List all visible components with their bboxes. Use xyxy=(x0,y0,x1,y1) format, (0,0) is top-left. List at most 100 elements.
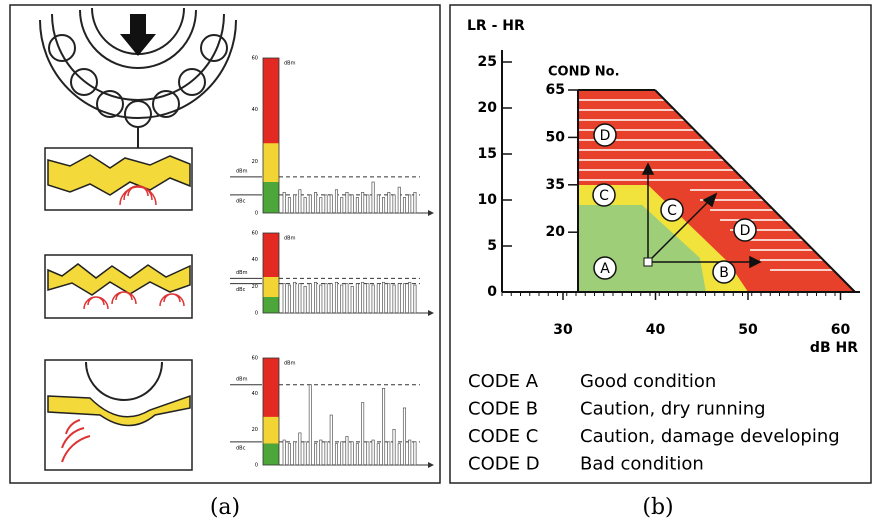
level-bar xyxy=(377,195,379,213)
level-bar xyxy=(414,285,416,313)
level-bar xyxy=(325,284,327,313)
code-meaning: Bad condition xyxy=(580,454,704,475)
level-bar xyxy=(309,385,311,465)
level-bar xyxy=(320,440,322,465)
level-bar xyxy=(393,195,395,213)
region-label: D xyxy=(740,223,751,239)
x-tick-label: 50 xyxy=(738,322,758,338)
cond-tick-label: 65 xyxy=(546,82,565,98)
level-bar xyxy=(335,190,337,213)
scale-green xyxy=(263,297,279,313)
level-bar xyxy=(299,433,301,465)
level-bar xyxy=(304,198,306,214)
level-bar xyxy=(330,284,332,313)
level-bar xyxy=(403,284,405,313)
level-bar xyxy=(367,442,369,465)
region-label: C xyxy=(667,203,677,219)
x-tick-label: 40 xyxy=(646,322,666,338)
level-bar xyxy=(356,284,358,313)
level-bar xyxy=(320,285,322,313)
y-tick-label: 5 xyxy=(487,238,497,254)
scale-tick-label: 20 xyxy=(252,159,258,165)
code-name: CODE C xyxy=(468,426,538,447)
level-bar xyxy=(361,403,363,465)
code-meaning: Caution, dry running xyxy=(580,399,766,420)
level-bar xyxy=(377,284,379,313)
scale-green xyxy=(263,444,279,465)
page: 0204060dBmdBcdBm0204060dBmdBcdBm0204060d… xyxy=(0,0,877,526)
level-bar xyxy=(377,444,379,465)
cond-tick-label: 35 xyxy=(546,177,565,193)
level-bar xyxy=(372,182,374,213)
level-bar xyxy=(288,285,290,313)
scale-tick-label: 20 xyxy=(252,284,258,290)
level-bar xyxy=(372,440,374,465)
scale-tick-label: 40 xyxy=(252,257,258,263)
scale-yellow xyxy=(263,143,279,182)
level-bar xyxy=(283,192,285,213)
level-bar xyxy=(288,198,290,214)
y-axis-label: LR - HR xyxy=(467,18,525,34)
level-bar xyxy=(409,440,411,465)
level-bar xyxy=(283,284,285,313)
level-bar xyxy=(398,444,400,465)
region-label: B xyxy=(719,265,729,281)
level-bar xyxy=(351,286,353,313)
scale-tick-label: 0 xyxy=(255,311,258,317)
level-bar xyxy=(382,388,384,465)
level-bar xyxy=(304,442,306,465)
code-meaning: Caution, damage developing xyxy=(580,426,840,447)
level-bar xyxy=(367,195,369,213)
level-bar xyxy=(320,198,322,214)
level-bar xyxy=(314,282,316,313)
panel-label: (a) xyxy=(210,495,240,520)
level-bar xyxy=(393,285,395,313)
scale-tick-label: 0 xyxy=(255,211,258,217)
scale-tick-label: 40 xyxy=(252,391,258,397)
level-bar xyxy=(314,192,316,213)
scale-tick-label: 0 xyxy=(255,463,258,469)
level-bar xyxy=(330,195,332,213)
level-bar xyxy=(356,444,358,465)
y-tick-label: 20 xyxy=(478,100,498,116)
level-bar xyxy=(330,415,332,465)
level-bar xyxy=(341,198,343,214)
cond-axis-label: COND No. xyxy=(548,65,620,80)
level-bar xyxy=(382,282,384,313)
level-bar xyxy=(304,286,306,313)
scale-tick-label: 20 xyxy=(252,427,258,433)
region-label: A xyxy=(600,261,610,277)
level-bar xyxy=(351,442,353,465)
x-tick-label: 60 xyxy=(831,322,851,338)
level-bar xyxy=(372,285,374,313)
scale-tick-label: 40 xyxy=(252,107,258,113)
level-bar xyxy=(309,284,311,313)
region-label: D xyxy=(600,128,611,144)
dbc-label: dBc xyxy=(236,445,246,451)
scale-green xyxy=(263,182,279,213)
x-tick-label: 30 xyxy=(553,322,573,338)
x-axis-label: dB HR xyxy=(810,340,858,356)
scale-yellow xyxy=(263,277,279,297)
y-tick-label: 10 xyxy=(478,192,498,208)
level-bar xyxy=(325,442,327,465)
level-bar xyxy=(293,282,295,313)
level-bar xyxy=(382,198,384,214)
level-bar xyxy=(356,198,358,214)
level-bar xyxy=(367,284,369,313)
level-bar xyxy=(346,284,348,313)
level-bar xyxy=(393,429,395,465)
region-label: C xyxy=(599,188,609,204)
level-bar xyxy=(414,192,416,213)
figure: 0204060dBmdBcdBm0204060dBmdBcdBm0204060d… xyxy=(0,0,877,526)
scale-tick-label: 60 xyxy=(252,356,258,362)
level-bar xyxy=(388,192,390,213)
level-bar xyxy=(346,192,348,213)
level-bar xyxy=(335,282,337,313)
dbm-label: dBm xyxy=(284,361,296,367)
level-bar xyxy=(414,442,416,465)
y-tick-label: 0 xyxy=(487,284,497,300)
scale-tick-label: 60 xyxy=(252,56,258,62)
dbm-label: dBm xyxy=(236,376,248,382)
scale-tick-label: 60 xyxy=(252,231,258,237)
